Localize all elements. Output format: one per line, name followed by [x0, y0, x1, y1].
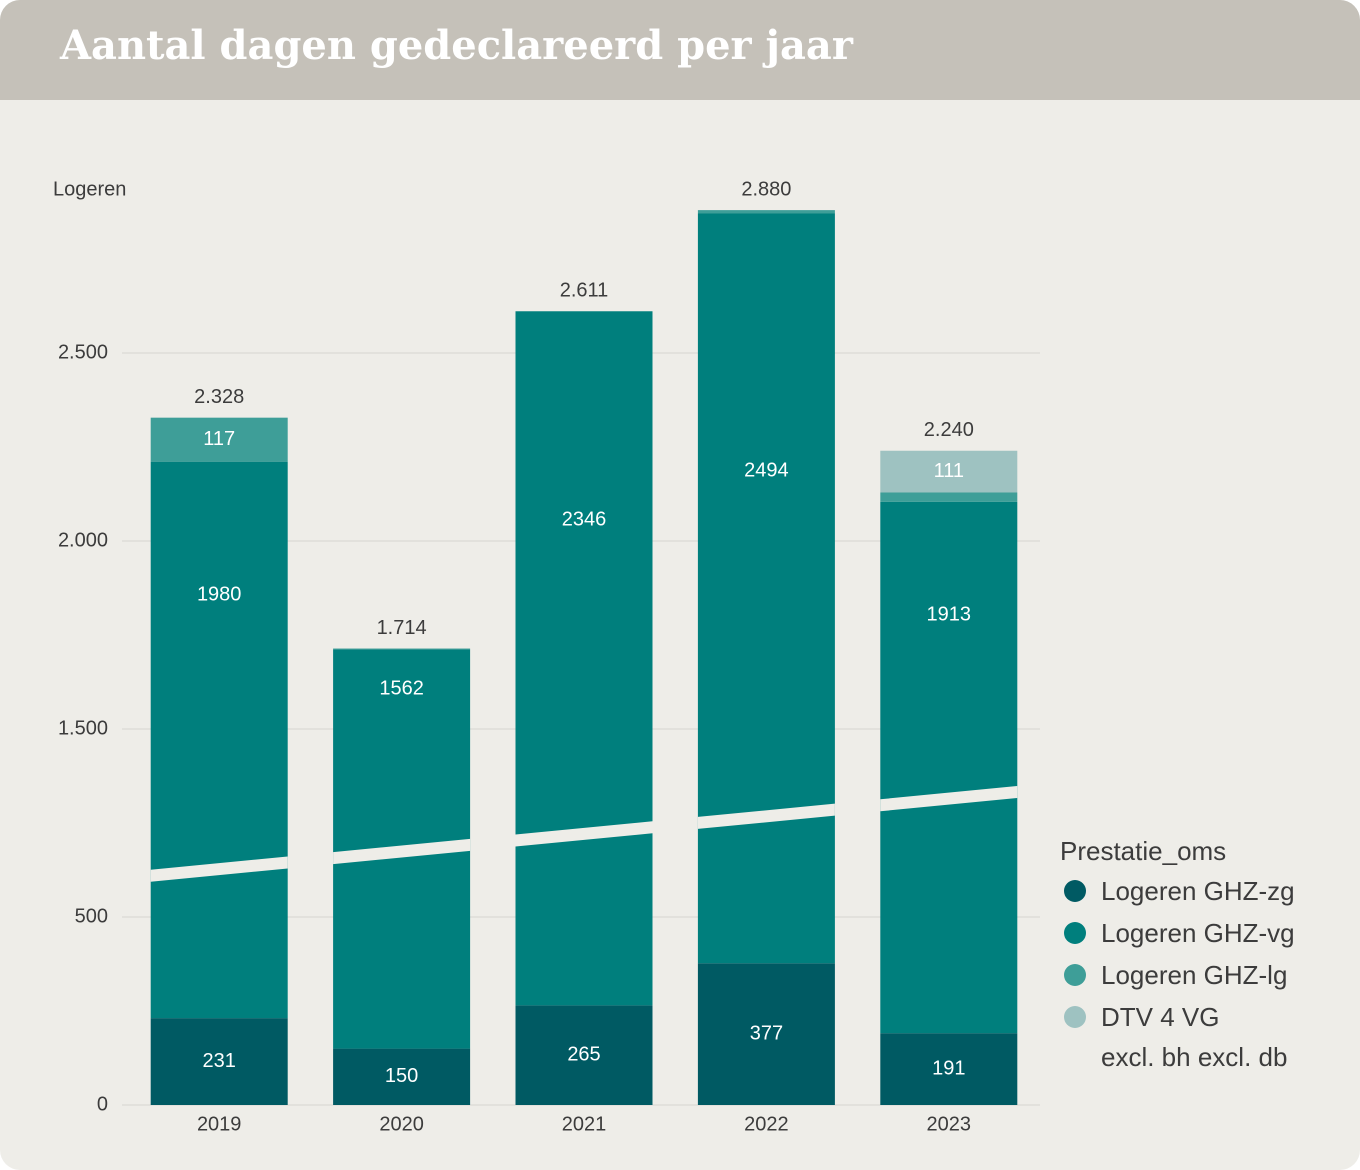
axis-break — [150, 856, 288, 882]
data-label: 377 — [750, 1022, 783, 1044]
x-tick-label: 2020 — [379, 1113, 424, 1135]
legend-item: Logeren GHZ-vg — [1060, 913, 1350, 963]
bar-segment — [333, 648, 471, 650]
bar-segment — [880, 492, 1018, 502]
legend-swatch — [1064, 964, 1086, 986]
data-label: 117 — [203, 428, 235, 450]
x-tick-label: 2023 — [927, 1113, 972, 1135]
legend-title: Prestatie_oms — [1060, 836, 1227, 866]
bar-segment — [150, 417, 288, 462]
bar-segment — [333, 1048, 471, 1105]
total-label: 2.611 — [560, 280, 609, 302]
bar-segment — [515, 1005, 653, 1105]
total-label: 2.880 — [741, 178, 791, 200]
legend-swatch — [1064, 922, 1086, 944]
y-tick-label: 2.000 — [58, 529, 108, 551]
legend-item: Logeren GHZ-zg — [1060, 871, 1350, 921]
legend-label: Logeren GHZ-vg — [1101, 918, 1295, 948]
axis-break — [697, 803, 835, 829]
data-label: 191 — [932, 1057, 965, 1079]
x-tick-label: 2022 — [744, 1113, 789, 1135]
bar-segment — [880, 1033, 1018, 1105]
total-label: 2.240 — [924, 419, 974, 441]
chart-title: Aantal dagen gedeclareerd per jaar — [60, 22, 853, 69]
data-label: 1913 — [927, 604, 972, 626]
bar-segment — [150, 1018, 288, 1105]
legend-label: Logeren GHZ-lg — [1101, 960, 1288, 990]
header — [0, 0, 1360, 100]
bar-segment — [880, 450, 1018, 493]
legend-swatch — [1064, 880, 1086, 902]
axis-break — [880, 786, 1018, 812]
data-label: 2494 — [744, 460, 789, 482]
data-label: 231 — [203, 1050, 236, 1072]
bar-segment — [697, 210, 835, 214]
bar-segment — [150, 461, 288, 1019]
legend-item: DTV 4 VG excl. bh excl. db — [1060, 997, 1350, 1072]
legend-label: DTV 4 VG excl. bh excl. db — [1101, 1002, 1288, 1072]
legend-label: Logeren GHZ-zg — [1101, 876, 1295, 906]
bar-segment — [697, 963, 835, 1105]
legend: Prestatie_oms Logeren GHZ-zg Logeren GHZ-… — [1060, 836, 1350, 1072]
y-axis-label: Logeren — [53, 178, 126, 200]
y-tick-label: 500 — [75, 905, 108, 927]
x-tick-label: 2021 — [562, 1113, 607, 1135]
legend-item: Logeren GHZ-lg — [1060, 955, 1350, 1005]
bar-segment — [515, 311, 653, 1006]
axis-break — [333, 838, 471, 865]
bar-segment — [880, 501, 1018, 1034]
total-label: 2.328 — [194, 386, 244, 408]
x-tick-label: 2019 — [197, 1113, 242, 1135]
y-tick-label: 1.500 — [58, 717, 108, 739]
data-label: 2346 — [562, 508, 607, 530]
legend-swatch — [1064, 1006, 1086, 1028]
axis-break — [515, 821, 653, 847]
y-tick-label: 2.500 — [58, 341, 108, 363]
data-label: 150 — [385, 1065, 418, 1087]
data-label: 265 — [567, 1043, 600, 1065]
bar-segment — [697, 213, 835, 964]
data-label: 111 — [934, 460, 964, 482]
data-label: 1562 — [379, 677, 424, 699]
total-label: 1.714 — [377, 617, 427, 639]
data-label: 1980 — [197, 584, 242, 606]
y-tick-label: 0 — [97, 1093, 108, 1115]
